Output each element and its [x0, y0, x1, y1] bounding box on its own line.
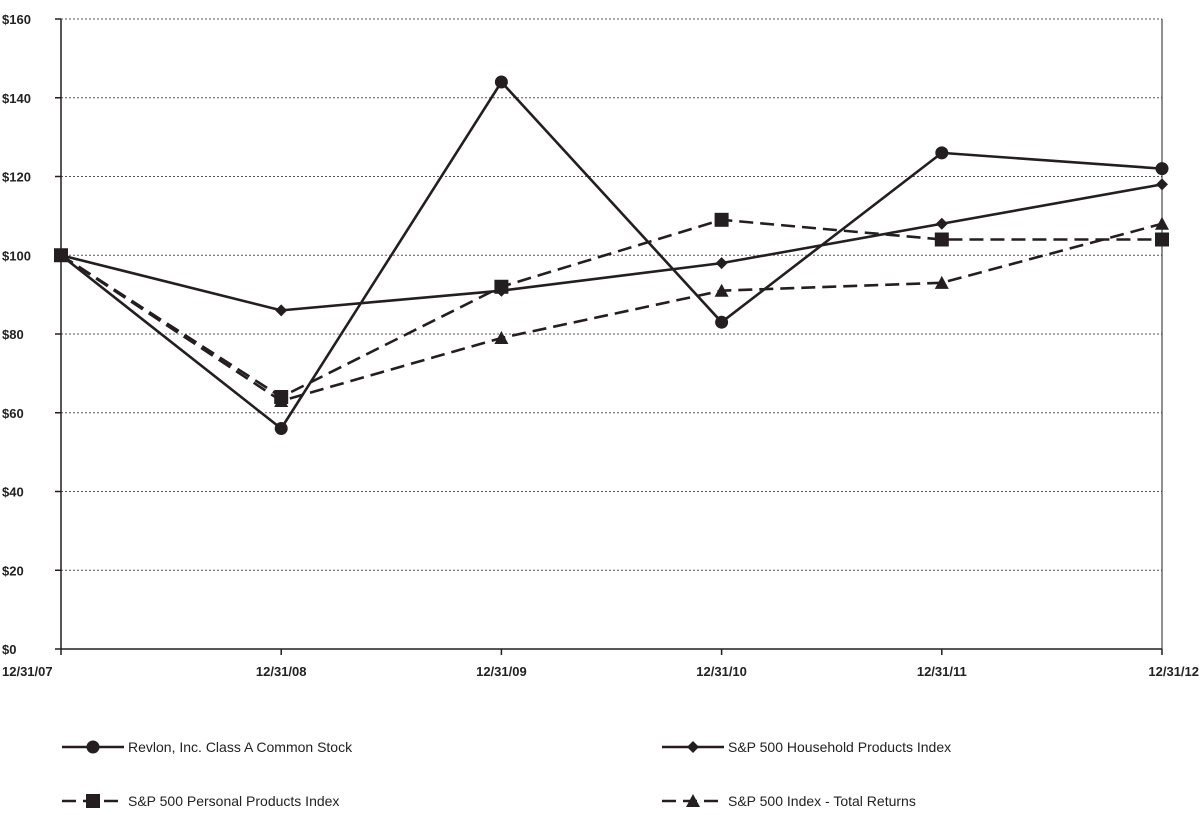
- legend-label: S&P 500 Index - Total Returns: [728, 793, 916, 809]
- data-point-diamond: [935, 217, 948, 230]
- data-point-triangle: [934, 275, 949, 289]
- x-tick-label: 12/31/09: [476, 664, 527, 679]
- x-tick-label: 12/31/10: [696, 664, 747, 679]
- legend-label: S&P 500 Household Products Index: [728, 739, 951, 755]
- grid-lines: [61, 18, 1162, 571]
- data-point-triangle: [714, 283, 729, 297]
- legend-swatch-marker: [686, 794, 700, 807]
- data-point-triangle: [494, 330, 509, 344]
- series-line: [60, 222, 1163, 403]
- series-line: [60, 80, 1163, 430]
- y-tick-label: $120: [2, 170, 31, 185]
- legend-label: S&P 500 Personal Products Index: [128, 793, 339, 809]
- x-tick-label: 12/31/08: [256, 664, 307, 679]
- legend-item: S&P 500 Personal Products Index: [62, 793, 339, 809]
- legend-swatch-marker: [86, 740, 100, 754]
- data-point-diamond: [1156, 178, 1168, 191]
- legend-item: Revlon, Inc. Class A Common Stock: [62, 739, 353, 755]
- data-point-circle: [935, 146, 949, 160]
- y-tick-label: $80: [2, 327, 24, 342]
- series-diamond: [55, 178, 1168, 317]
- data-point-square: [714, 212, 729, 227]
- x-tick-label: 12/31/12: [1148, 664, 1199, 679]
- y-tick-label: $100: [2, 248, 31, 263]
- y-tick-label: $40: [2, 485, 24, 500]
- y-tick-label: $160: [2, 12, 31, 27]
- data-point-triangle: [1155, 216, 1169, 230]
- legend-swatch-marker: [687, 741, 699, 753]
- x-tick-label: 12/31/11: [917, 664, 967, 679]
- x-tick-label: 12/31/07: [2, 664, 53, 679]
- y-tick-label: $20: [2, 563, 24, 578]
- legend-swatch-marker: [86, 794, 100, 808]
- data-point-square: [494, 279, 509, 294]
- y-tick-label: $140: [2, 91, 31, 106]
- data-point-diamond: [715, 257, 728, 270]
- series-line: [60, 183, 1163, 312]
- data-point-circle: [715, 315, 729, 329]
- series-lines: [54, 75, 1169, 435]
- data-point-circle: [274, 422, 288, 435]
- series-line: [60, 218, 1162, 399]
- legend-label: Revlon, Inc. Class A Common Stock: [128, 739, 353, 755]
- data-point-square: [934, 232, 949, 247]
- series-triangle: [54, 216, 1169, 407]
- legend-item: S&P 500 Household Products Index: [662, 739, 951, 755]
- x-axis-tick-labels: 12/31/07 12/31/08 12/31/09 12/31/10 12/31/11…: [2, 664, 1199, 679]
- data-point-circle: [1155, 162, 1169, 176]
- axes: [55, 18, 1163, 655]
- data-point-triangle: [274, 393, 289, 407]
- data-point-circle: [494, 75, 508, 89]
- data-point-triangle: [54, 248, 68, 262]
- data-point-diamond: [275, 304, 288, 317]
- legend-item: S&P 500 Index - Total Returns: [662, 793, 916, 809]
- data-point-square: [1155, 232, 1169, 247]
- y-axis-tick-labels: $0 $20 $40 $60 $80 $100 $120 $140 $160: [2, 12, 31, 657]
- legend: Revlon, Inc. Class A Common Stock S&P 500…: [62, 739, 951, 809]
- y-tick-label: $0: [2, 642, 16, 657]
- y-tick-label: $60: [2, 406, 24, 421]
- series-square: [54, 212, 1169, 404]
